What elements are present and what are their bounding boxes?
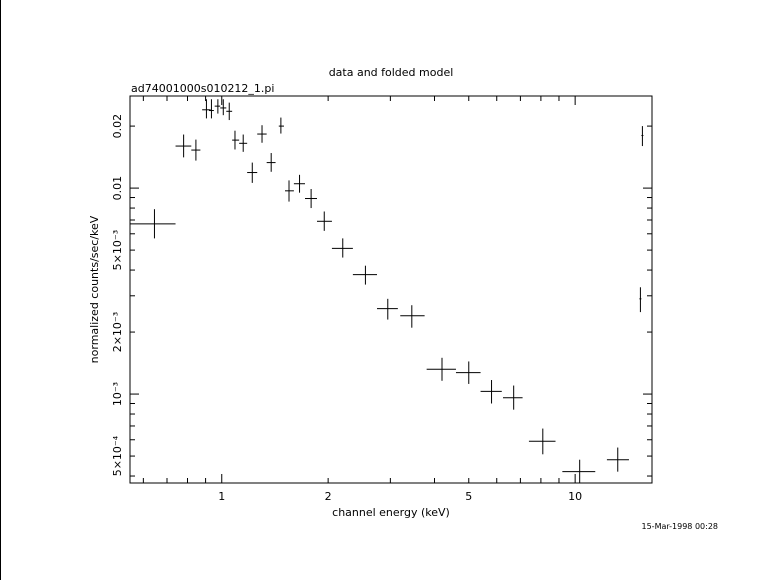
data-point — [266, 153, 276, 172]
x-tick-label: 2 — [325, 490, 332, 503]
data-point — [239, 134, 248, 152]
data-point — [562, 459, 596, 483]
data-point — [304, 188, 317, 209]
data-point — [247, 162, 258, 183]
y-tick-label: 5×10⁻⁴ — [111, 435, 124, 476]
data-point — [214, 99, 221, 114]
data-point — [293, 174, 305, 193]
data-point — [278, 117, 284, 134]
data-point — [426, 357, 456, 381]
y-tick-label: 0.01 — [111, 176, 124, 201]
data-point — [455, 361, 481, 384]
data-point — [191, 139, 201, 161]
data-point — [377, 298, 398, 320]
data-point — [352, 265, 378, 285]
chart-subtitle: ad74001000s010212_1.pi — [131, 82, 274, 95]
y-tick-label: 2×10⁻³ — [111, 312, 124, 352]
data-point — [285, 180, 294, 202]
timestamp: 15-Mar-1998 00:28 — [642, 522, 719, 531]
data-point — [606, 447, 629, 472]
data-point — [641, 126, 644, 147]
data-point — [400, 305, 425, 328]
x-tick-label: 10 — [568, 490, 582, 503]
data-point — [175, 134, 192, 158]
data-point — [639, 287, 642, 313]
data-point — [232, 130, 240, 150]
x-tick-label: 1 — [218, 490, 225, 503]
data-point — [528, 428, 556, 455]
data-point — [220, 99, 227, 116]
data-point — [226, 102, 233, 121]
data-point — [130, 209, 176, 239]
plot-frame — [129, 95, 653, 484]
x-axis-label: channel energy (keV) — [332, 506, 450, 519]
data-point — [208, 99, 214, 119]
data-point — [331, 238, 353, 258]
y-tick-label: 10⁻³ — [111, 382, 124, 406]
data-point — [257, 125, 267, 143]
chart-title: data and folded model — [329, 66, 454, 79]
x-tick-label: 5 — [465, 490, 472, 503]
y-tick-label: 0.02 — [111, 114, 124, 139]
data-point — [202, 99, 211, 119]
data-point — [480, 380, 502, 404]
data-point — [316, 211, 332, 231]
data-point — [503, 385, 523, 410]
y-tick-label: 5×10⁻³ — [111, 230, 124, 270]
left-edge-rule — [0, 0, 1, 580]
y-axis-label: normalized counts/sec/keV — [88, 215, 101, 363]
